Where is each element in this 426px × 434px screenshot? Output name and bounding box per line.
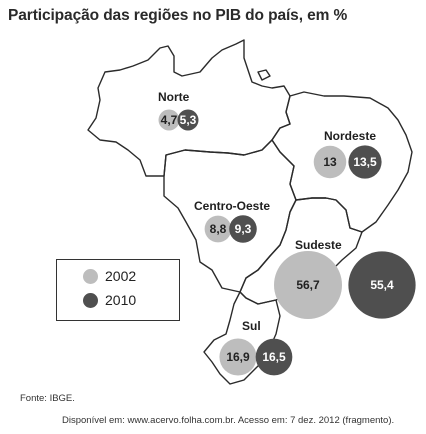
- bubble-nordeste-2002: [313, 145, 347, 179]
- bubble-nordeste-2010: [348, 145, 382, 179]
- value-centro-oeste-2010: 9,3: [235, 222, 252, 236]
- bubble-sudeste-2002: [274, 251, 342, 319]
- value-sul-2002: 16,9: [226, 350, 250, 364]
- region-label-nordeste: Nordeste: [324, 129, 376, 143]
- value-centro-oeste-2002: 8,8: [210, 222, 227, 236]
- region-outline-sul: [203, 291, 281, 385]
- legend-swatch-2002: [83, 268, 98, 284]
- region-label-sudeste: Sudeste: [295, 238, 342, 252]
- value-sudeste-2002: 56,7: [296, 278, 320, 292]
- bubble-norte-2002: [158, 109, 180, 131]
- region-label-centro-oeste: Centro-Oeste: [194, 199, 270, 213]
- bubble-sul-2010: [255, 338, 293, 376]
- value-sudeste-2010: 55,4: [370, 278, 394, 292]
- bubble-centro-oeste-2010: [229, 215, 257, 243]
- region-outline-island: [257, 69, 271, 81]
- bubble-sudeste-2010: [348, 251, 416, 319]
- value-nordeste-2010: 13,5: [353, 155, 377, 169]
- bubble-centro-oeste-2002: [204, 215, 232, 243]
- region-label-sul: Sul: [242, 319, 261, 333]
- source-note: Fonte: IBGE.: [20, 393, 75, 404]
- bubble-sul-2002: [219, 338, 257, 376]
- region-outline-centro-oeste: [163, 139, 297, 293]
- region-outline-norte: [87, 39, 291, 177]
- value-sul-2010: 16,5: [262, 350, 286, 364]
- value-nordeste-2002: 13: [323, 155, 337, 169]
- legend: 2002 2010: [56, 259, 180, 321]
- value-norte-2002: 4,7: [161, 113, 178, 127]
- region-label-norte: Norte: [158, 90, 190, 104]
- bubble-norte-2010: [177, 109, 199, 131]
- legend-label-2010: 2010: [105, 292, 137, 308]
- legend-item-2002: 2002: [83, 268, 136, 284]
- legend-swatch-2010: [83, 292, 98, 308]
- credit-note: Disponível em: www.acervo.folha.com.br. …: [62, 415, 395, 426]
- legend-label-2002: 2002: [105, 268, 137, 284]
- value-norte-2010: 5,3: [180, 113, 197, 127]
- chart-title: Participação das regiões no PIB do país,…: [8, 7, 348, 24]
- legend-item-2010: 2010: [83, 292, 136, 308]
